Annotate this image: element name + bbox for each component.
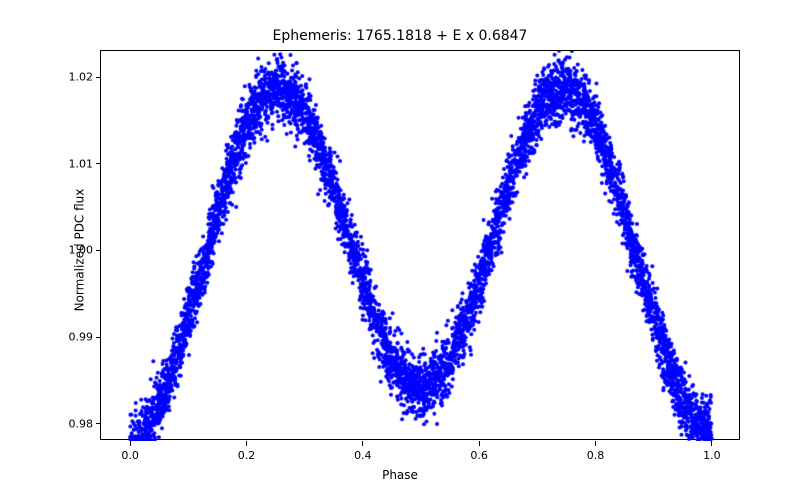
- y-tick-label: 0.98: [43, 417, 93, 430]
- x-tick-mark: [246, 441, 247, 446]
- y-tick-label: 1.02: [43, 71, 93, 84]
- x-tick-label: 0.4: [354, 449, 372, 462]
- x-tick-label: 0.2: [238, 449, 256, 462]
- chart-title: Ephemeris: 1765.1818 + E x 0.6847: [0, 28, 800, 44]
- y-tick-label: 0.99: [43, 331, 93, 344]
- x-tick-label: 1.0: [703, 449, 721, 462]
- x-tick-mark: [595, 441, 596, 446]
- x-tick-mark: [362, 441, 363, 446]
- x-axis-label: Phase: [0, 468, 800, 482]
- chart-container: Ephemeris: 1765.1818 + E x 0.6847 Normal…: [0, 0, 800, 500]
- scatter-canvas: [101, 51, 741, 441]
- x-tick-mark: [479, 441, 480, 446]
- x-tick-label: 0.8: [587, 449, 605, 462]
- y-tick-mark: [96, 77, 101, 78]
- y-tick-label: 1.00: [43, 244, 93, 257]
- y-tick-mark: [96, 337, 101, 338]
- x-tick-mark: [711, 441, 712, 446]
- x-tick-label: 0.6: [470, 449, 488, 462]
- plot-area: 0.00.20.40.60.81.0 0.980.991.001.011.02: [100, 50, 740, 440]
- y-tick-label: 1.01: [43, 157, 93, 170]
- x-tick-label: 0.0: [121, 449, 139, 462]
- y-tick-mark: [96, 163, 101, 164]
- y-tick-mark: [96, 423, 101, 424]
- x-tick-mark: [130, 441, 131, 446]
- y-tick-mark: [96, 250, 101, 251]
